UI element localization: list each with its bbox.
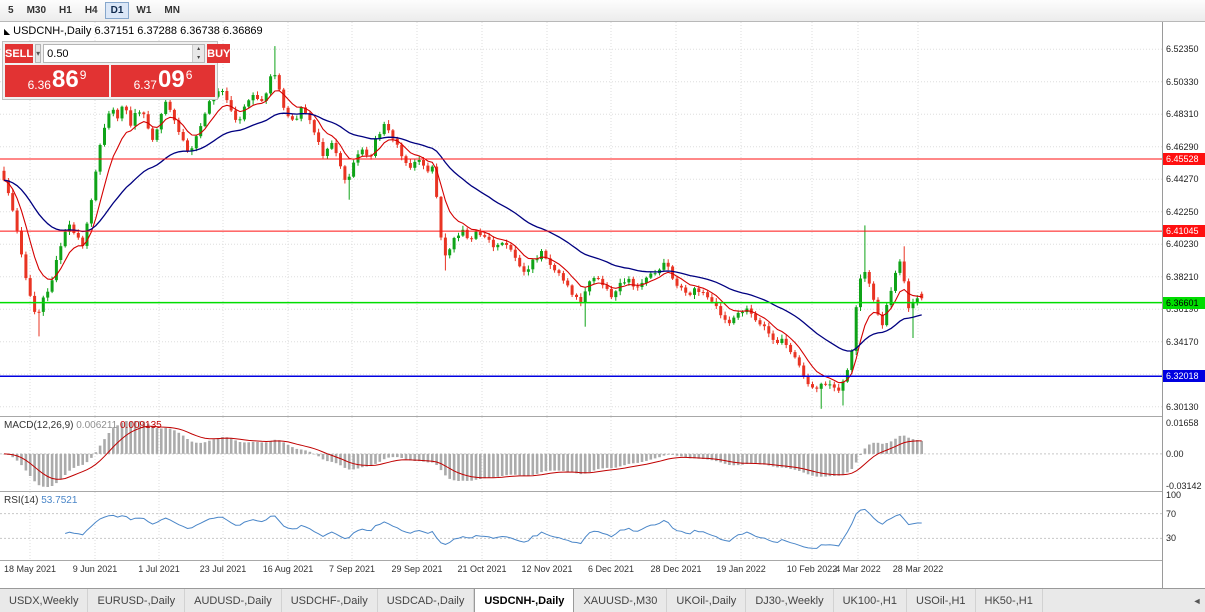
- volume-dropdown-button[interactable]: ▾: [35, 44, 42, 63]
- axis-tick-label: 6.36190: [1166, 304, 1199, 315]
- volume-increase-button[interactable]: ▴: [193, 45, 205, 54]
- symbol-tabs: USDX,Weekly EURUSD-,Daily AUDUSD-,Daily USD…: [0, 589, 1205, 612]
- time-axis[interactable]: 18 May 2021 9 Jun 2021 1 Jul 2021 23 Jul 20…: [0, 562, 1162, 580]
- macd-value: 0.006211: [76, 420, 118, 431]
- timeframe-buttons: 5 M30 H1 H4 D1 W1 MN: [2, 2, 186, 19]
- timeframe-h4[interactable]: H4: [84, 5, 98, 16]
- timeframe-mn[interactable]: MN: [164, 5, 180, 16]
- axis-tick-label: 6.44270: [1166, 174, 1199, 185]
- sell-button[interactable]: SELL: [5, 44, 34, 63]
- timeframe-toolbar: 5 M30 H1 H4 D1 W1 MN: [0, 0, 1205, 22]
- rsi-name: RSI(14): [4, 495, 39, 506]
- ask-price-pip-digit: 6: [185, 68, 193, 82]
- axis-tick-label: 6.46290: [1166, 141, 1199, 152]
- collapse-one-click-icon[interactable]: ◣: [4, 27, 11, 36]
- volume-box: ▴ ▾: [43, 44, 206, 63]
- ask-price-prefix: 6.37: [133, 78, 157, 92]
- price-level-label: 6.36601: [1163, 296, 1205, 309]
- timeframe-h1[interactable]: H1: [59, 5, 72, 16]
- rsi-panel[interactable]: [0, 492, 1162, 560]
- symbol-tab-bar: USDX,Weekly EURUSD-,Daily AUDUSD-,Daily USD…: [0, 588, 1205, 612]
- bid-price-pip-digit: 9: [79, 68, 87, 82]
- timeframe-m30[interactable]: M30: [26, 5, 47, 16]
- buy-price-button[interactable]: 6.37 09 6: [111, 65, 215, 97]
- macd-axis-zero-label: 0.00: [1166, 448, 1184, 459]
- axis-tick-label: 6.50330: [1166, 76, 1199, 87]
- macd-panel[interactable]: [0, 417, 1162, 491]
- ask-price-big-digits: 09: [157, 66, 185, 93]
- rsi-axis-label: 30: [1166, 533, 1177, 544]
- symbol-tab-usdcnh-daily[interactable]: USDCNH-,Daily: [474, 589, 575, 612]
- symbol-tab-usdchf-daily[interactable]: USDCHF-,Daily: [282, 589, 378, 612]
- date-label: 10 Feb 2022: [786, 564, 838, 574]
- tab-scroll-left-icon[interactable]: ◄: [1189, 590, 1205, 612]
- macd-axis-min-label: -0.03142: [1166, 481, 1202, 491]
- symbol-tab-hk50-h1[interactable]: HK50-,H1: [976, 589, 1043, 612]
- bid-price-big-digits: 86: [51, 66, 79, 93]
- price-axis[interactable]: 6.52350 6.50330 6.48310 6.46290 6.44270 6.422…: [1162, 22, 1205, 588]
- axis-tick-label: 6.30130: [1166, 401, 1199, 412]
- symbol-tab-usoil-h1[interactable]: USOil-,H1: [907, 589, 976, 612]
- symbol-tab-eurusd-daily[interactable]: EURUSD-,Daily: [88, 589, 186, 612]
- symbol-tab-xauusd-m30[interactable]: XAUUSD-,M30: [574, 589, 668, 612]
- symbol-tab-audusd-daily[interactable]: AUDUSD-,Daily: [185, 589, 282, 612]
- timeframe-w1[interactable]: W1: [136, 5, 152, 16]
- date-label: 19 Jan 2022: [716, 564, 766, 574]
- date-label: 28 Dec 2021: [650, 564, 702, 574]
- timeframe-5[interactable]: 5: [8, 5, 14, 16]
- rsi-indicator-label: RSI(14) 53.7521: [4, 495, 77, 506]
- macd-name: MACD(12,26,9): [4, 420, 74, 431]
- price-level-label: 6.32018: [1163, 370, 1205, 383]
- macd-indicator-label: MACD(12,26,9) 0.006211 0.009135: [4, 420, 162, 431]
- date-label: 16 Aug 2021: [262, 564, 314, 574]
- buy-button[interactable]: BUY: [207, 44, 231, 63]
- axis-tick-label: 6.38210: [1166, 271, 1199, 282]
- chart-ohlc-values: 6.37151 6.37288 6.36738 6.36869: [94, 25, 263, 37]
- volume-spinner: ▴ ▾: [192, 45, 205, 62]
- date-label: 18 May 2021: [3, 564, 57, 574]
- axis-tick-label: 6.42250: [1166, 206, 1199, 217]
- chart-area: 6.52350 6.50330 6.48310 6.46290 6.44270 6.422…: [0, 22, 1205, 588]
- bid-price-prefix: 6.36: [27, 78, 51, 92]
- date-label: 28 Mar 2022: [892, 564, 944, 574]
- timeframe-d1[interactable]: D1: [104, 2, 130, 19]
- date-label: 6 Dec 2021: [587, 564, 635, 574]
- date-label: 12 Nov 2021: [521, 564, 573, 574]
- axis-tick-label: 6.48310: [1166, 109, 1199, 120]
- axis-tick-label: 6.40230: [1166, 239, 1199, 250]
- rsi-axis-label: 70: [1166, 508, 1177, 519]
- date-label: 21 Oct 2021: [457, 564, 507, 574]
- symbol-tab-dj30-weekly[interactable]: DJ30-,Weekly: [746, 589, 834, 612]
- price-level-label: 6.41045: [1163, 225, 1205, 238]
- panel-divider[interactable]: [0, 491, 1205, 492]
- axis-tick-label: 6.52350: [1166, 44, 1199, 55]
- symbol-tab-ukoil-daily[interactable]: UKOil-,Daily: [667, 589, 747, 612]
- date-label: 29 Sep 2021: [391, 564, 443, 574]
- price-level-label: 6.45528: [1163, 153, 1205, 166]
- date-label: 9 Jun 2021: [72, 564, 118, 574]
- symbol-tab-usdcad-daily[interactable]: USDCAD-,Daily: [378, 589, 475, 612]
- rsi-axis-label: 100: [1166, 490, 1182, 501]
- macd-axis-max-label: 0.01658: [1166, 418, 1199, 428]
- panel-divider: [0, 560, 1205, 561]
- axis-tick-label: 6.34170: [1166, 336, 1199, 347]
- macd-signal-value: 0.009135: [120, 420, 162, 431]
- chart-symbol-label: USDCNH-,Daily: [13, 25, 92, 37]
- volume-input[interactable]: [44, 45, 193, 62]
- date-label: 1 Jul 2021: [138, 564, 180, 574]
- panel-divider[interactable]: [0, 416, 1205, 417]
- symbol-tab-uk100-h1[interactable]: UK100-,H1: [834, 589, 907, 612]
- chevron-down-icon: ▾: [36, 49, 41, 58]
- date-label: 7 Sep 2021: [328, 564, 376, 574]
- sell-price-button[interactable]: 6.36 86 9: [5, 65, 109, 97]
- date-label: 4 Mar 2022: [835, 564, 881, 574]
- symbol-tab-usdx-weekly[interactable]: USDX,Weekly: [0, 589, 89, 612]
- date-label: 23 Jul 2021: [199, 564, 247, 574]
- chart-title: ◣ USDCNH-,Daily 6.37151 6.37288 6.36738 6…: [4, 25, 263, 37]
- rsi-value: 53.7521: [41, 495, 78, 506]
- volume-decrease-button[interactable]: ▾: [193, 53, 205, 62]
